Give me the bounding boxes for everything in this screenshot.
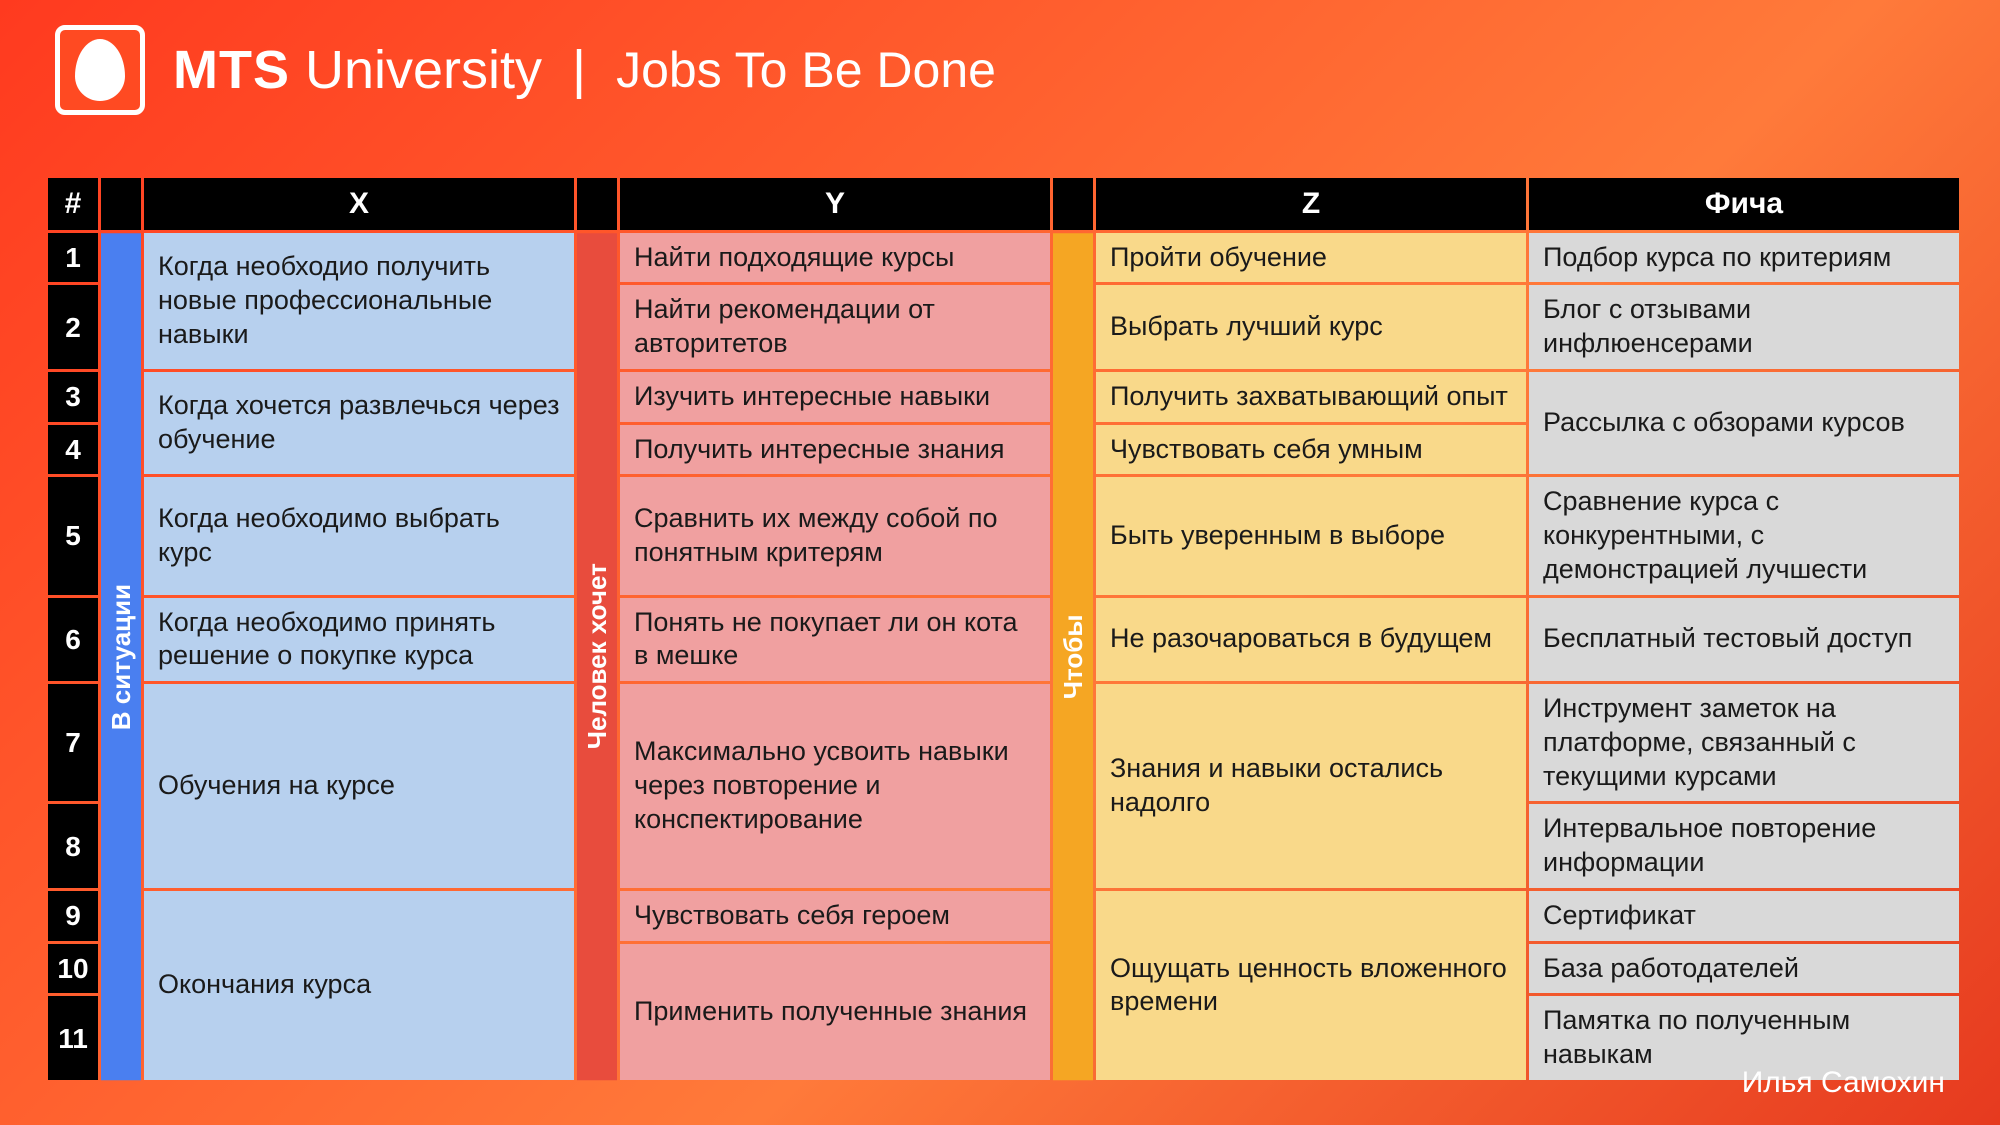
cell-y: Максимально усвоить навыки через повторе… — [620, 684, 1050, 888]
slide-header: MTS University | Jobs To Be Done — [0, 0, 2000, 125]
vlabel-y: Человек хочет — [577, 233, 617, 1080]
cell-f: Блог с отзывами инфлюенсерами — [1529, 285, 1959, 369]
cell-f: Сравнение курса с конкурентными, с демон… — [1529, 477, 1959, 594]
row-num: 11 — [48, 996, 98, 1080]
header-separator: | — [572, 39, 586, 101]
row-num: 10 — [48, 944, 98, 994]
cell-f: Интервальное повторение информации — [1529, 804, 1959, 888]
cell-y: Чувствовать себя героем — [620, 891, 1050, 941]
table-row: 5 Когда необходимо выбрать курс Сравнить… — [48, 477, 1959, 594]
cell-x: Обучения на курсе — [144, 684, 574, 888]
cell-x: Когда хочется развлечься через обучение — [144, 372, 574, 475]
col-z: Z — [1096, 178, 1526, 230]
cell-f: Рассылка с обзорами курсов — [1529, 372, 1959, 475]
row-num: 6 — [48, 598, 98, 682]
col-f: Фича — [1529, 178, 1959, 230]
cell-x: Окончания курса — [144, 891, 574, 1080]
cell-z: Ощущать ценность вложенного времени — [1096, 891, 1526, 1080]
row-num: 5 — [48, 477, 98, 594]
cell-x: Когда необходимо принять решение о покуп… — [144, 598, 574, 682]
table-header-row: # X Y Z Фича — [48, 178, 1959, 230]
cell-f: Сертификат — [1529, 891, 1959, 941]
cell-z: Получить захватывающий опыт — [1096, 372, 1526, 422]
cell-f: База работодателей — [1529, 944, 1959, 994]
row-num: 3 — [48, 372, 98, 422]
col-vz-spacer — [1053, 178, 1093, 230]
cell-y: Получить интересные знания — [620, 425, 1050, 475]
cell-y: Найти подходящие курсы — [620, 233, 1050, 283]
cell-x: Когда необходимо выбрать курс — [144, 477, 574, 594]
cell-z: Знания и навыки остались надолго — [1096, 684, 1526, 888]
row-num: 8 — [48, 804, 98, 888]
col-vy-spacer — [577, 178, 617, 230]
cell-f: Инструмент заметок на платформе, связанн… — [1529, 684, 1959, 801]
cell-z: Не разочароваться в будущем — [1096, 598, 1526, 682]
table-row: 3 Когда хочется развлечься через обучени… — [48, 372, 1959, 422]
table-row: 9 Окончания курса Чувствовать себя герое… — [48, 891, 1959, 941]
jtbd-table: # X Y Z Фича 1 В ситуации Когда необходи… — [45, 175, 1955, 1083]
vlabel-x: В ситуации — [101, 233, 141, 1080]
col-num: # — [48, 178, 98, 230]
cell-y: Найти рекомендации от авторитетов — [620, 285, 1050, 369]
cell-y: Сравнить их между собой по понятным крит… — [620, 477, 1050, 594]
cell-x: Когда необходио получить новые профессио… — [144, 233, 574, 369]
table-row: 7 Обучения на курсе Максимально усвоить … — [48, 684, 1959, 801]
cell-f: Подбор курса по критериям — [1529, 233, 1959, 283]
cell-y: Понять не покупает ли он кота в мешке — [620, 598, 1050, 682]
row-num: 9 — [48, 891, 98, 941]
mts-logo — [55, 25, 145, 115]
col-y: Y — [620, 178, 1050, 230]
row-num: 1 — [48, 233, 98, 283]
col-vx-spacer — [101, 178, 141, 230]
table-row: 6 Когда необходимо принять решение о пок… — [48, 598, 1959, 682]
cell-z: Выбрать лучший курс — [1096, 285, 1526, 369]
row-num: 2 — [48, 285, 98, 369]
brand-text: MTS University — [173, 39, 542, 101]
table-row: 1 В ситуации Когда необходио получить но… — [48, 233, 1959, 283]
col-x: X — [144, 178, 574, 230]
row-num: 7 — [48, 684, 98, 801]
vlabel-z: Чтобы — [1053, 233, 1093, 1080]
cell-z: Чувствовать себя умным — [1096, 425, 1526, 475]
cell-f: Бесплатный тестовый доступ — [1529, 598, 1959, 682]
cell-y: Изучить интересные навыки — [620, 372, 1050, 422]
cell-z: Пройти обучение — [1096, 233, 1526, 283]
cell-z: Быть уверенным в выборе — [1096, 477, 1526, 594]
cell-y: Применить полученные знания — [620, 944, 1050, 1080]
row-num: 4 — [48, 425, 98, 475]
slide-title: Jobs To Be Done — [616, 41, 996, 99]
brand-rest: University — [290, 40, 542, 100]
egg-icon — [75, 39, 125, 101]
brand-bold: MTS — [173, 40, 290, 100]
author-name: Илья Самохин — [1742, 1066, 1945, 1100]
